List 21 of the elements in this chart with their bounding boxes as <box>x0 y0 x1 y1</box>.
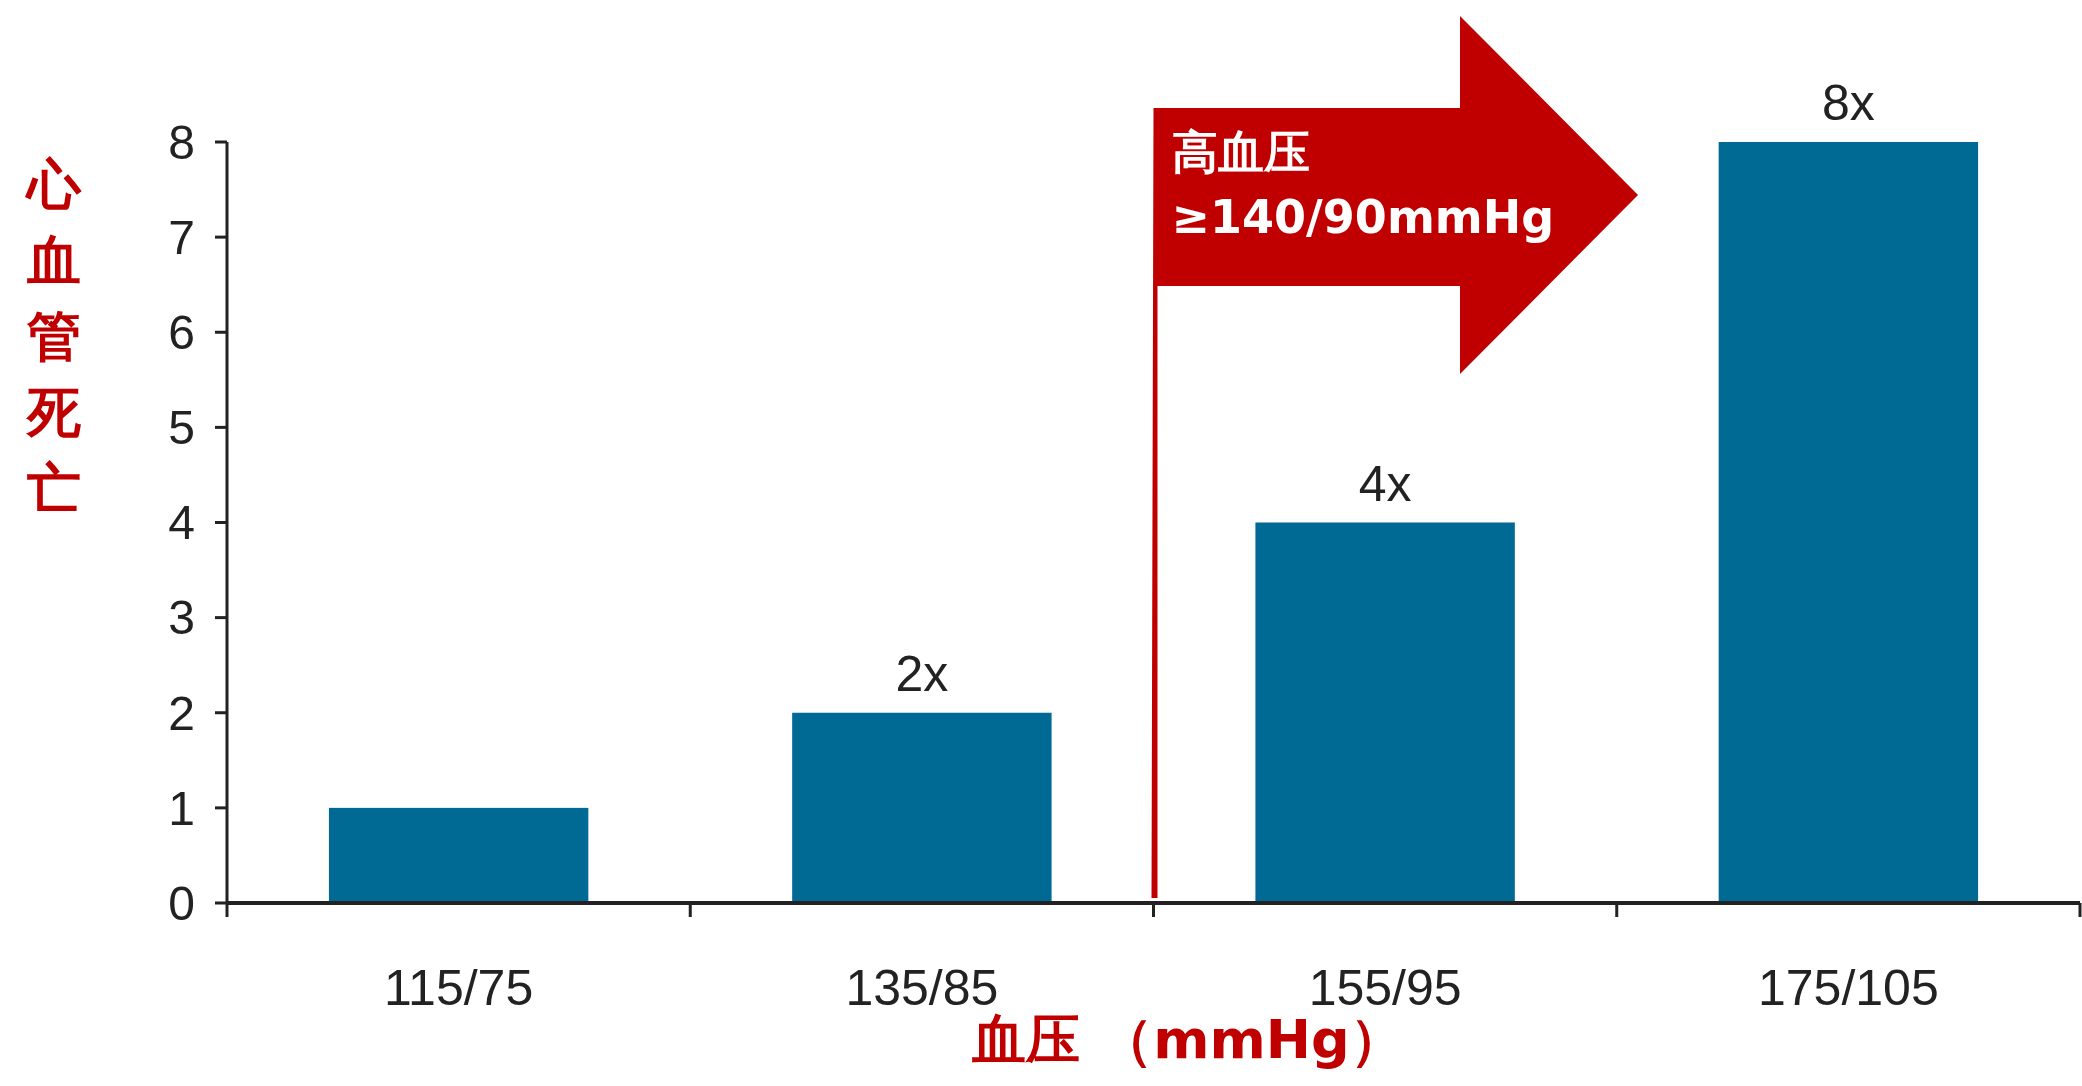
y-tick-label: 7 <box>168 210 195 264</box>
y-tick-label: 8 <box>168 115 195 169</box>
y-tick-label: 1 <box>168 781 195 835</box>
y-axis-title: 心血管死亡 <box>24 153 82 520</box>
bar <box>792 712 1052 903</box>
y-tick-label: 3 <box>168 591 195 645</box>
y-tick-label: 0 <box>168 876 195 930</box>
data-label: 2x <box>895 645 949 702</box>
annotation: 高血压 <box>1171 125 1310 179</box>
y-tick-label: 5 <box>168 401 195 455</box>
bar <box>328 807 589 903</box>
x-tick-label: 175/105 <box>1758 960 1939 1016</box>
x-tick-label: 115/75 <box>384 960 534 1016</box>
data-label: 4x <box>1358 455 1412 512</box>
annotation: ≥140/90mmHg <box>1171 190 1555 244</box>
y-tick-label: 2 <box>168 686 195 740</box>
y-tick-label: 6 <box>168 306 195 360</box>
bar <box>1255 522 1515 903</box>
data-label: 8x <box>1821 75 1875 131</box>
y-tick-label: 4 <box>168 496 195 550</box>
bar <box>1718 142 1979 903</box>
